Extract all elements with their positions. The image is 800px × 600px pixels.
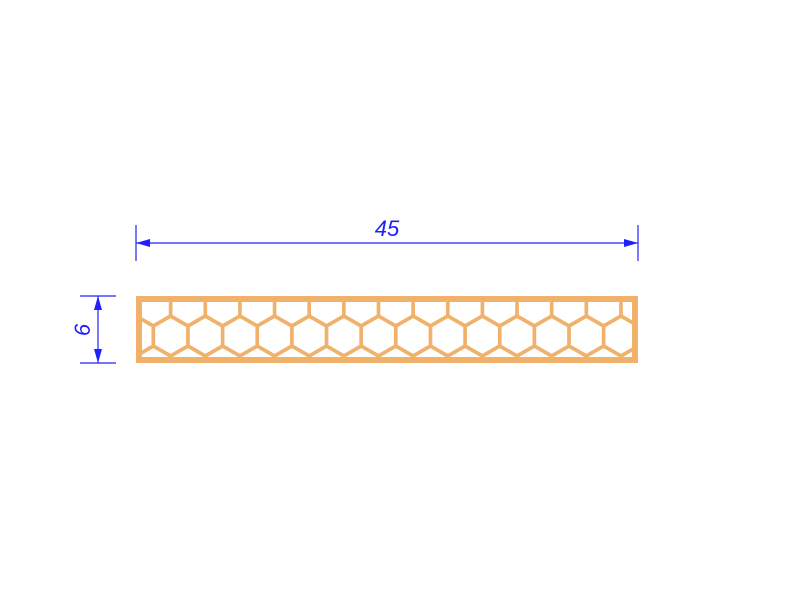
- dim-label-height: 6: [70, 323, 95, 336]
- dim-label-width: 45: [375, 216, 400, 241]
